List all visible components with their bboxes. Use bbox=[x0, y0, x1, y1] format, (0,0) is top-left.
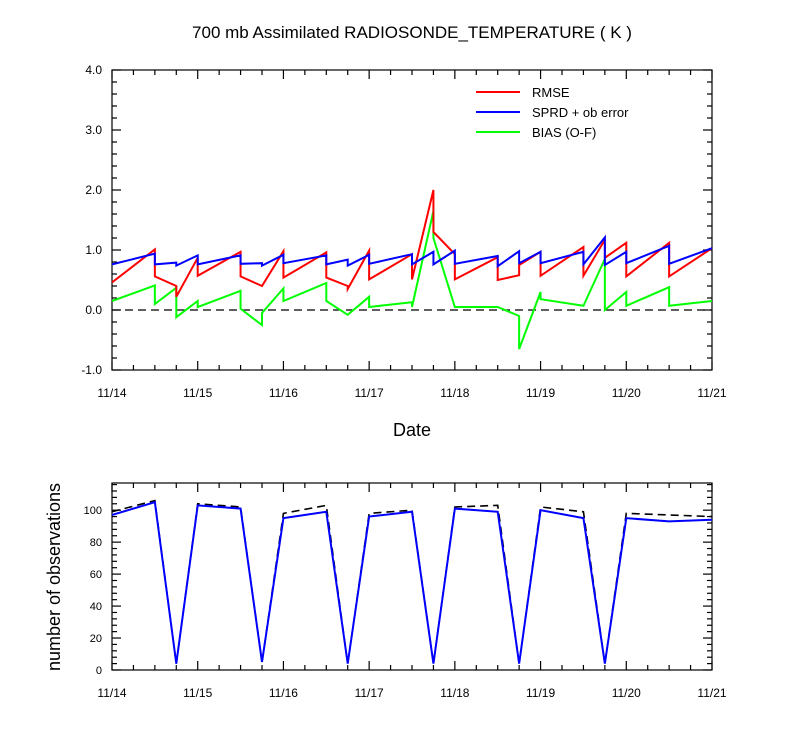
y-tick-label: 40 bbox=[90, 601, 102, 613]
y-tick-label: 80 bbox=[90, 537, 102, 549]
top-series-group bbox=[111, 189, 713, 350]
series-line-sprd-ob-error bbox=[111, 234, 713, 269]
legend-label-sprd-ob-error: SPRD + ob error bbox=[532, 105, 629, 120]
y-tick-label: 60 bbox=[90, 569, 102, 581]
legend-label-bias-o-f: BIAS (O-F) bbox=[532, 125, 596, 140]
x-tick-label: 11/17 bbox=[355, 686, 384, 700]
y-tick-label: 1.0 bbox=[85, 243, 102, 257]
legend: RMSE SPRD + ob error BIAS (O-F) bbox=[476, 85, 629, 140]
bottom-axes: 11/14 11/15 11/16 11/17 11/18 11/19 11/20 11/21… bbox=[84, 483, 727, 700]
y-tick-label: 0 bbox=[96, 665, 102, 677]
top-axes: 11/14 11/15 11/16 11/17 11/18 11/19 11/20 11/21… bbox=[81, 63, 727, 400]
chart-title: 700 mb Assimilated RADIOSONDE_TEMPERATUR… bbox=[192, 23, 632, 42]
x-tick-label: 11/14 bbox=[97, 686, 126, 700]
x-tick-label: 11/19 bbox=[526, 686, 555, 700]
bottom-series-group bbox=[111, 499, 713, 664]
y-tick-label: 3.0 bbox=[85, 123, 102, 137]
x-tick-label: 11/20 bbox=[612, 686, 641, 700]
y-tick-label: -1.0 bbox=[81, 363, 102, 377]
x-tick-label: 11/21 bbox=[697, 386, 726, 400]
legend-label-rmse: RMSE bbox=[532, 85, 570, 100]
y-axis-title: number of observations bbox=[44, 483, 64, 671]
y-tick-label: 4.0 bbox=[85, 63, 102, 77]
x-tick-label: 11/20 bbox=[612, 386, 641, 400]
y-tick-label: 20 bbox=[90, 633, 102, 645]
x-tick-label: 11/18 bbox=[440, 386, 469, 400]
bottom-chart: 11/14 11/15 11/16 11/17 11/18 11/19 11/20 11/21… bbox=[44, 482, 727, 700]
x-tick-label: 11/15 bbox=[183, 686, 212, 700]
x-tick-label: 11/14 bbox=[97, 386, 126, 400]
x-tick-label: 11/15 bbox=[183, 386, 212, 400]
x-tick-label: 11/16 bbox=[269, 686, 298, 700]
x-axis-title: Date bbox=[393, 420, 431, 440]
y-tick-label: 2.0 bbox=[85, 183, 102, 197]
x-tick-label: 11/19 bbox=[526, 386, 555, 400]
top-chart: 700 mb Assimilated RADIOSONDE_TEMPERATUR… bbox=[81, 23, 727, 440]
x-tick-label: 11/16 bbox=[269, 386, 298, 400]
y-tick-label: 100 bbox=[84, 505, 102, 517]
series-line-observations-assimilated bbox=[111, 500, 713, 664]
x-tick-label: 11/18 bbox=[440, 686, 469, 700]
y-tick-label: 0.0 bbox=[85, 303, 102, 317]
series-line-rmse bbox=[111, 189, 713, 298]
series-line-bias-o-f bbox=[111, 210, 713, 350]
x-tick-label: 11/21 bbox=[697, 686, 726, 700]
series-line-observations-possible bbox=[111, 499, 713, 664]
x-tick-label: 11/17 bbox=[355, 386, 384, 400]
